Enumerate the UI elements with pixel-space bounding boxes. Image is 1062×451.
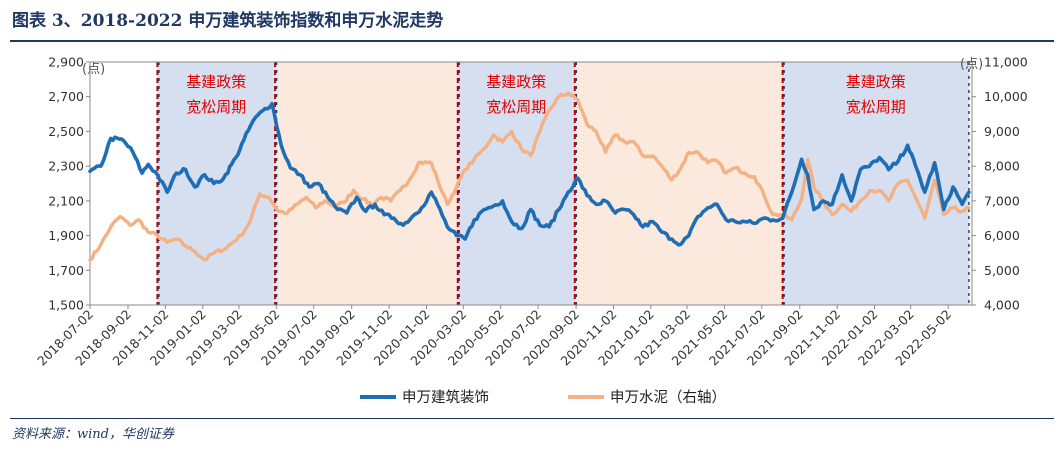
right-tick-label-5: 9,000 [984,124,1020,139]
footer-rule [10,418,1054,419]
right-tick-label-7: 11,000 [984,55,1028,70]
left-tick-label-3: 2,100 [48,193,84,208]
left-tick-label-1: 1,700 [48,263,84,278]
period-label-2-1: 宽松周期 [486,98,546,116]
title-rule [10,40,1054,42]
right-axis-unit: (点) [960,57,983,72]
right-tick-label-6: 10,000 [984,89,1028,104]
series-line-0 [88,101,971,247]
left-tick-label-4: 2,300 [48,159,84,174]
legend-label-1: 申万水泥（右轴） [610,389,726,406]
legend-label-0: 申万建筑装饰 [402,389,489,406]
right-tick-label-2: 6,000 [984,228,1020,243]
left-tick-label-6: 2,700 [48,89,84,104]
left-tick-label-5: 2,500 [48,124,84,139]
period-label-0-1: 宽松周期 [186,98,246,116]
shaded-period-1 [275,62,458,305]
left-axis-unit: (点) [82,62,105,77]
period-label-4-0: 基建政策 [846,73,906,91]
figure-title: 图表 3、2018-2022 申万建筑装饰指数和申万水泥走势 [12,11,444,31]
right-tick-label-1: 5,000 [984,263,1020,278]
period-label-2-0: 基建政策 [486,73,546,91]
left-tick-label-7: 2,900 [48,55,84,70]
source-note: 资料来源：wind，华创证券 [12,427,174,442]
left-tick-label-0: 1,500 [48,298,84,313]
plot-frame [89,61,973,306]
shaded-period-3 [574,62,783,305]
right-tick-label-3: 7,000 [984,193,1020,208]
right-tick-label-4: 8,000 [984,159,1020,174]
period-label-4-1: 宽松周期 [846,98,906,116]
period-label-0-0: 基建政策 [186,73,246,91]
left-tick-label-2: 1,900 [48,228,84,243]
right-tick-label-0: 4,000 [984,298,1020,313]
